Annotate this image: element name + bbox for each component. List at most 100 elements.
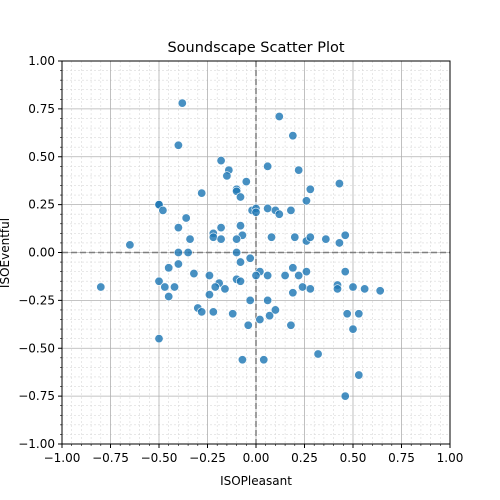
scatter-point (245, 295, 255, 305)
scatter-point (173, 223, 183, 233)
scatter-point (197, 188, 207, 198)
data-points (96, 98, 385, 401)
scatter-point (189, 269, 199, 279)
scatter-point (173, 248, 183, 258)
scatter-point (245, 253, 255, 263)
scatter-point (274, 112, 284, 122)
x-tick-label: −0.50 (141, 451, 178, 465)
y-tick-label: −0.75 (18, 389, 55, 403)
x-tick-label: −0.75 (92, 451, 129, 465)
scatter-point (164, 263, 174, 273)
scatter-point (305, 232, 315, 242)
scatter-point (160, 282, 170, 292)
scatter-point (241, 177, 251, 187)
scatter-point (235, 276, 245, 286)
x-tick-label: −1.00 (44, 451, 81, 465)
scatter-point (164, 292, 174, 302)
scatter-point (173, 140, 183, 150)
scatter-point (301, 267, 311, 277)
scatter-point (375, 286, 385, 296)
scatter-point (243, 320, 253, 330)
scatter-point (342, 309, 352, 319)
y-tick-label: 0.75 (28, 102, 55, 116)
scatter-point (251, 207, 261, 217)
scatter-point (232, 234, 242, 244)
scatter-point (235, 192, 245, 202)
scatter-point (334, 179, 344, 189)
y-tick-label: 0.00 (28, 246, 55, 260)
scatter-point (154, 276, 164, 286)
x-tick-label: 0.75 (388, 451, 415, 465)
scatter-point (96, 282, 106, 292)
scatter-point (274, 209, 284, 219)
x-tick-label: 0.50 (340, 451, 367, 465)
scatter-point (210, 282, 220, 292)
scatter-point (340, 267, 350, 277)
y-tick-label: 1.00 (28, 54, 55, 68)
y-tick-label: −1.00 (18, 437, 55, 451)
scatter-point (125, 240, 135, 250)
scatter-point (340, 230, 350, 240)
scatter-point (235, 221, 245, 231)
scatter-point (216, 223, 226, 233)
scatter-point (313, 349, 323, 359)
x-tick-label: 1.00 (437, 451, 464, 465)
scatter-point (298, 282, 308, 292)
scatter-point (267, 232, 277, 242)
scatter-point (263, 295, 273, 305)
scatter-point (197, 307, 207, 317)
scatter-point (173, 259, 183, 269)
scatter-point (305, 284, 315, 294)
scatter-point (354, 309, 364, 319)
scatter-point (204, 270, 214, 280)
scatter-point (290, 232, 300, 242)
y-tick-label: 0.25 (28, 198, 55, 212)
scatter-point (263, 203, 273, 213)
y-tick-label: −0.50 (18, 341, 55, 355)
scatter-point (288, 288, 298, 298)
scatter-point (340, 391, 350, 401)
scatter-point (237, 355, 247, 365)
reference-lines (62, 61, 450, 444)
y-axis-label: ISOEventful (0, 218, 12, 288)
scatter-point (216, 156, 226, 166)
x-tick-label: 0.25 (291, 451, 318, 465)
scatter-point (255, 315, 265, 325)
scatter-point (294, 165, 304, 175)
scatter-point (280, 270, 290, 280)
y-tick-label: 0.50 (28, 150, 55, 164)
scatter-point (232, 248, 242, 258)
scatter-point (348, 324, 358, 334)
scatter-point (348, 282, 358, 292)
scatter-point (183, 248, 193, 258)
scatter-point (216, 234, 226, 244)
scatter-point (170, 282, 180, 292)
x-tick-label: 0.00 (243, 451, 270, 465)
scatter-point (294, 270, 304, 280)
scatter-point (354, 370, 364, 380)
scatter-point (158, 205, 168, 215)
scatter-point (321, 234, 331, 244)
chart-title: Soundscape Scatter Plot (167, 40, 344, 56)
scatter-point (305, 184, 315, 194)
scatter-point (154, 334, 164, 344)
scatter-point (270, 305, 280, 315)
scatter-point (235, 257, 245, 267)
scatter-point (259, 355, 269, 365)
scatter-point (251, 270, 261, 280)
scatter-point (288, 263, 298, 273)
scatter-point (334, 238, 344, 248)
scatter-point (263, 270, 273, 280)
scatter-point (265, 311, 275, 321)
scatter-point (208, 232, 218, 242)
scatter-point (222, 171, 232, 181)
scatter-point (228, 309, 238, 319)
scatter-point (286, 205, 296, 215)
scatter-point (332, 284, 342, 294)
scatter-point (220, 284, 230, 294)
y-tick-label: −0.25 (18, 293, 55, 307)
scatter-point (208, 307, 218, 317)
axis-ticks: −1.00 −0.75 −0.50 −0.25 0.00 0.25 0.50 0.75 1.00… (18, 54, 463, 465)
